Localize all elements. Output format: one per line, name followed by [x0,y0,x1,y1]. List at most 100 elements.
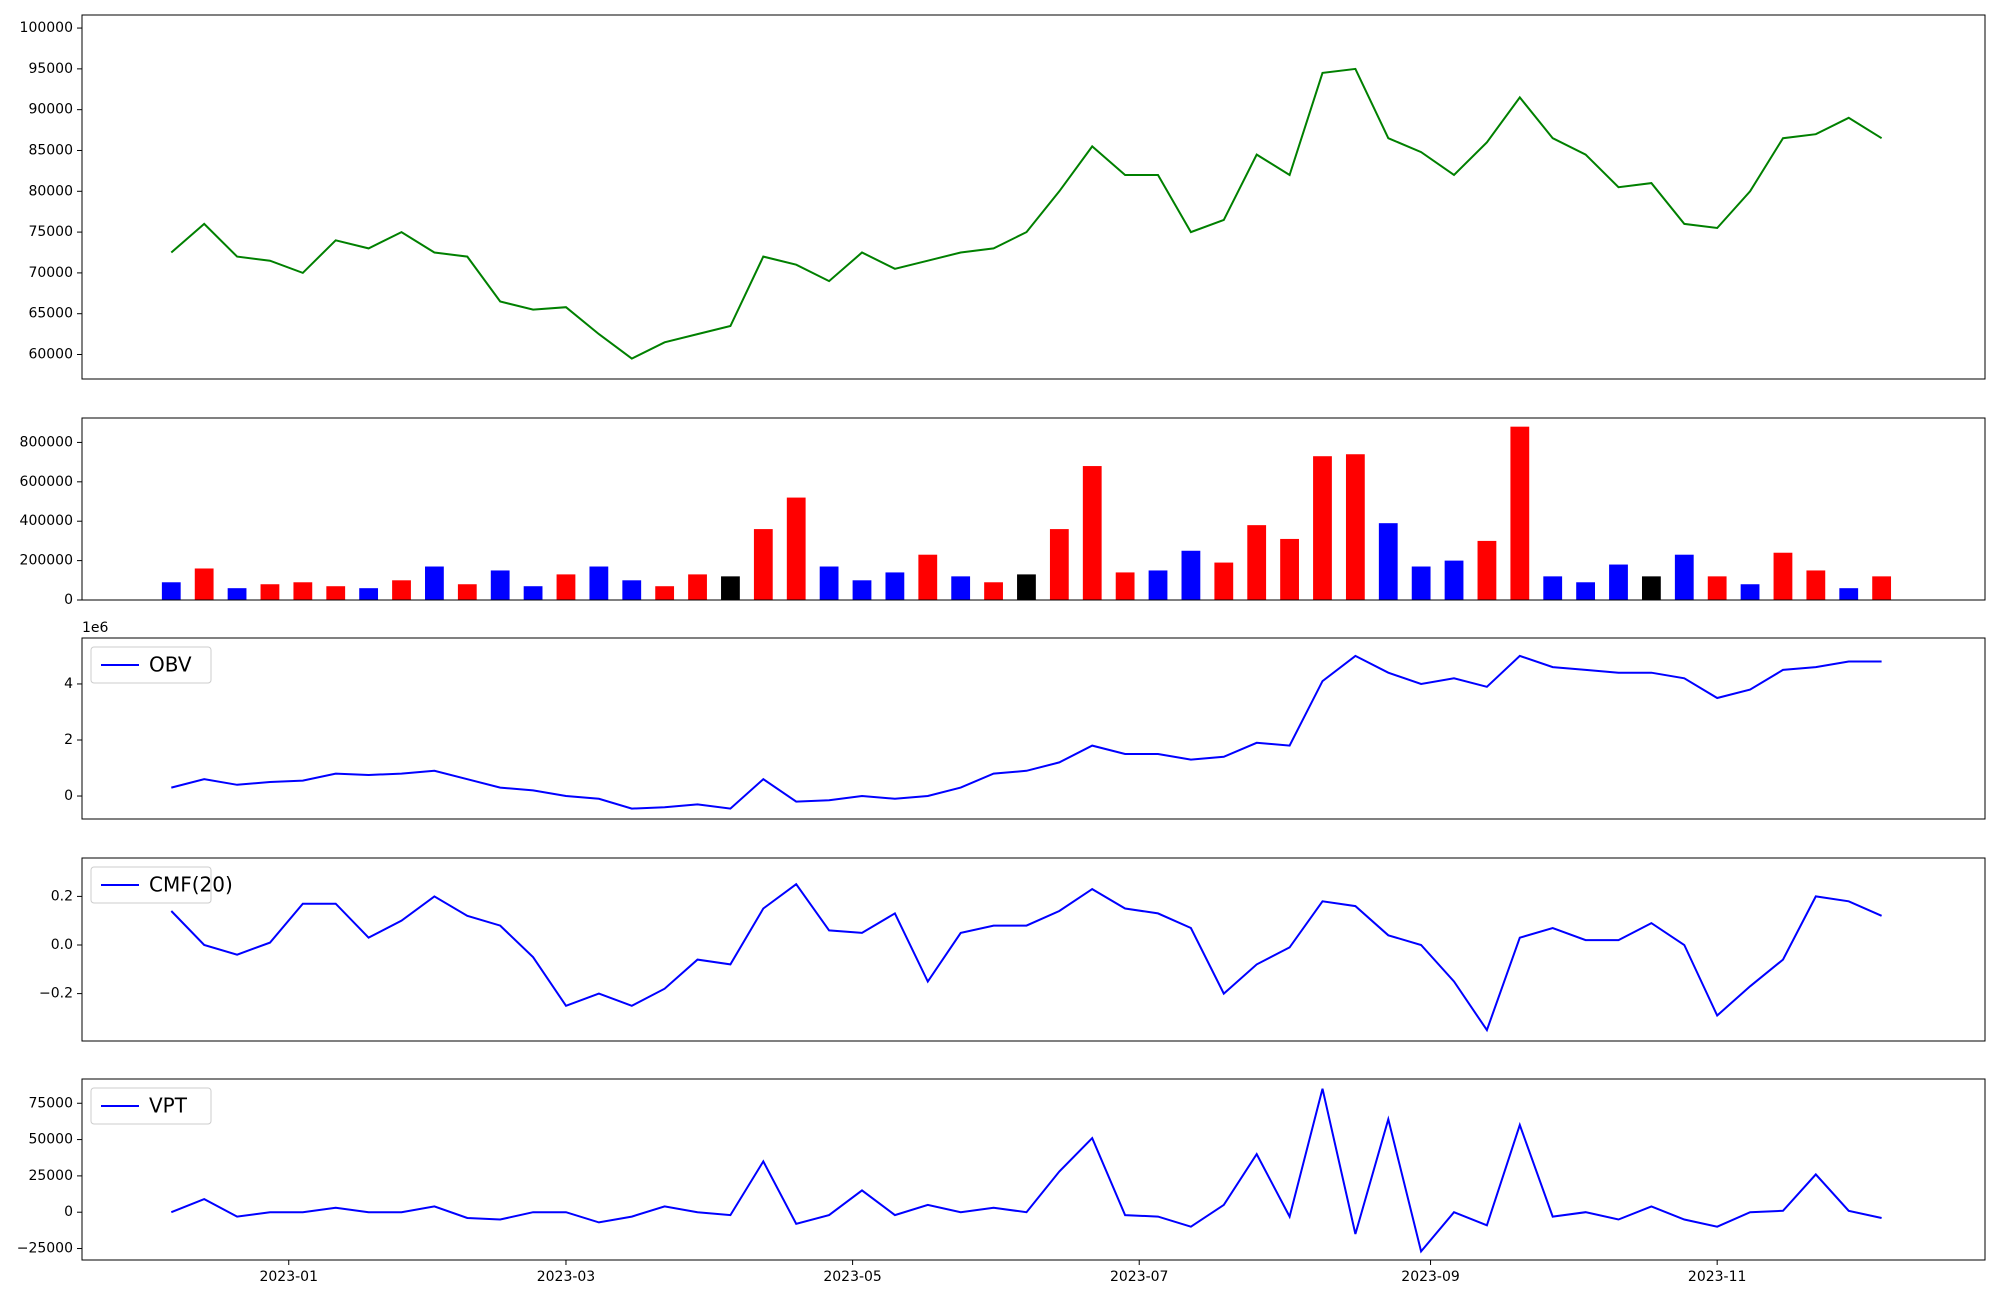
volume-bar [786,497,806,600]
volume-bar [589,566,609,600]
y-tick-label: 70000 [28,265,73,281]
legend: OBV [90,646,212,684]
panel: 0 200000 400000 600000 800000 [20,417,1986,608]
volume-bar [1378,523,1398,600]
volume-bar [622,580,642,600]
legend-label: VPT [149,1094,188,1118]
y-tick-label: 4 [64,676,73,692]
volume-bar [326,586,346,600]
y-tick-label: 85000 [28,142,73,158]
volume-bar [1017,574,1036,600]
y-tick-label: 0 [64,1204,73,1220]
volume-bar [753,529,773,600]
volume-bar [885,572,905,600]
volume-bar [1641,576,1661,600]
volume-bar [1181,550,1201,600]
volume-bar [556,574,576,600]
volume-bar [1280,538,1299,600]
legend-box [90,1087,212,1125]
y-tick-label: 0 [64,592,73,608]
volume-bar [1477,540,1497,600]
volume-bar [819,566,839,600]
volume-bar [260,584,280,600]
volume-bar [227,588,247,600]
legend: CMF(20) [90,866,233,904]
x-tick-label: 2023-11 [1688,1269,1747,1285]
volume-bar [1872,576,1892,600]
panel: −25000 0 25000 50000 75000 2023-01 2023-03 2023… [17,1078,1986,1285]
volume-bar [1247,525,1267,600]
data-line [170,1088,1882,1254]
y-tick-label: 50000 [28,1132,73,1148]
volume-bar [1773,552,1793,600]
y-tick-label: 2 [64,732,73,748]
y-tick-label: 600000 [20,474,73,490]
plot-frame [81,1078,1986,1261]
panel: 0 2 4 1e6 OBV [64,620,1986,820]
legend: VPT [90,1087,212,1125]
volume-bar [293,582,313,600]
x-tick-label: 2023-07 [1110,1269,1169,1285]
data-line [170,67,1883,360]
legend-box [90,646,212,684]
volume-bar [655,586,675,600]
data-line [170,882,1883,1033]
y-tick-label: 60000 [28,347,73,363]
volume-bar [392,580,411,600]
x-tick-label: 2023-03 [537,1269,596,1285]
volume-bar [1674,554,1694,600]
volume-bar [194,568,214,600]
y-tick-label: −0.2 [39,986,73,1002]
volume-bar [1576,582,1596,600]
volume-bar [457,584,477,600]
volume-bar [1510,426,1530,600]
volume-bar [161,582,181,600]
legend-label: OBV [149,653,192,677]
volume-bar [721,576,740,600]
y-tick-label: 75000 [28,224,73,240]
x-tick-label: 2023-01 [259,1269,318,1285]
volume-bar [1411,566,1431,600]
volume-bar [1148,570,1168,600]
y-tick-label: 0 [64,788,73,804]
volume-bar [1740,584,1760,600]
volume-bar [1115,572,1135,600]
volume-bar [688,574,707,600]
volume-bar [1609,564,1628,600]
y-tick-label: 800000 [20,434,73,450]
volume-bar [1806,570,1826,600]
volume-bar [1082,466,1102,600]
axis-scale-label: 1e6 [82,620,109,636]
y-tick-label: 75000 [28,1095,73,1111]
volume-bar [1543,576,1563,600]
y-tick-label: 25000 [28,1168,73,1184]
y-tick-label: 100000 [20,20,73,36]
volume-bar [1049,529,1069,600]
y-tick-label: 0.2 [51,888,73,904]
y-tick-label: 400000 [20,513,73,529]
y-tick-label: 200000 [20,553,73,569]
legend-box [90,866,212,904]
volume-bar [951,576,971,600]
y-tick-label: 65000 [28,306,73,322]
plot-frame [81,14,1986,380]
volume-bar [523,586,543,600]
plot-frame [81,637,1986,820]
y-tick-label: 80000 [28,183,73,199]
y-tick-label: 90000 [28,102,73,118]
x-tick-label: 2023-05 [823,1269,882,1285]
data-line [171,654,1882,810]
volume-bar [359,588,379,600]
y-tick-label: 0.0 [51,937,73,953]
y-tick-label: 95000 [28,61,73,77]
volume-bar [852,580,872,600]
volume-bar [490,570,510,600]
legend-label: CMF(20) [149,873,233,897]
volume-bar [1313,456,1332,600]
volume-bar [1444,560,1464,600]
volume-bar [1214,562,1234,600]
volume-bar [918,554,938,600]
plot-frame [81,417,1986,601]
x-tick-label: 2023-09 [1401,1269,1460,1285]
volume-bar [425,566,444,600]
